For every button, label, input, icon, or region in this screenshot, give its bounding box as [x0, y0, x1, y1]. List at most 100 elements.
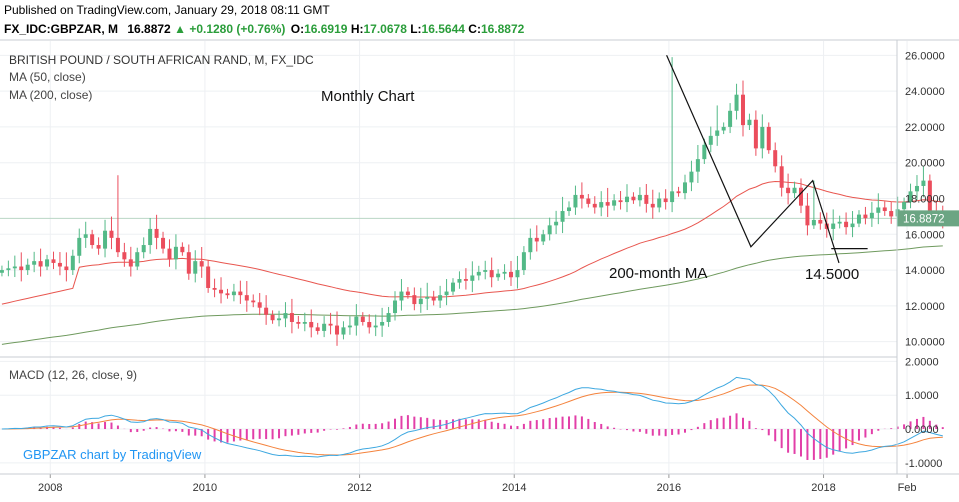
grid-lines — [0, 41, 908, 473]
candle-body — [109, 230, 114, 238]
candle-body — [631, 196, 636, 201]
candle-body — [38, 261, 43, 267]
candle-body — [322, 323, 327, 331]
axes: 26.0000 24.0000 22.0000 20.0000 18.0000 16.00… — [38, 50, 945, 494]
legend-ma200[interactable]: MA (200, close) — [9, 88, 92, 102]
candle-body — [315, 327, 320, 331]
candle-body — [676, 191, 681, 194]
ma200-line — [1, 245, 943, 345]
candle-body — [122, 252, 127, 260]
time-tick-label: 2008 — [38, 482, 62, 494]
close-label: C: — [468, 22, 481, 36]
price-tick-label: 14.0000 — [905, 265, 945, 277]
candle-body — [573, 194, 578, 208]
pattern-trendline — [666, 55, 840, 264]
candle-body — [560, 211, 565, 222]
candle-body — [476, 271, 481, 276]
published-line: Published on TradingView.com, January 29… — [4, 3, 330, 17]
macd-pane — [1, 376, 944, 460]
price-tick-label: 22.0000 — [905, 122, 945, 134]
candle-body — [154, 228, 159, 238]
candle-body — [219, 289, 224, 294]
candle-body — [354, 316, 359, 326]
time-tick-label: 2012 — [347, 482, 371, 494]
candle-body — [231, 291, 236, 296]
price-tick-label: 16.0000 — [905, 229, 945, 241]
candle-body — [715, 130, 720, 136]
candle-body — [483, 270, 488, 272]
candle-body — [747, 119, 752, 126]
candle-body — [328, 323, 333, 326]
candle-body — [341, 327, 346, 335]
macd-line — [1, 376, 943, 458]
macd-tick-label: 1.0000 — [905, 390, 939, 402]
macd-tick-label: -1.0000 — [905, 458, 942, 470]
candle-body — [393, 300, 398, 314]
candle-body — [186, 252, 191, 274]
candle-body — [528, 237, 533, 253]
candle-body — [863, 214, 868, 219]
change-arrow-icon: ▲ — [174, 22, 186, 36]
candle-body — [425, 296, 430, 299]
candle-body — [77, 237, 82, 256]
candle-body — [373, 325, 378, 328]
candle-body — [103, 230, 108, 249]
high-value: 17.0678 — [363, 22, 407, 36]
open-label: O: — [290, 22, 305, 36]
candle-body — [554, 221, 559, 226]
candle-body — [296, 321, 301, 324]
macd-signal-line — [1, 384, 943, 456]
candle-body — [167, 248, 172, 260]
candle-body — [773, 150, 778, 167]
candle-body — [302, 321, 307, 324]
candle-body — [624, 196, 629, 203]
candle-body — [670, 191, 675, 203]
candle-body — [657, 198, 662, 208]
candle-body — [682, 182, 687, 194]
candle-body — [844, 221, 849, 228]
candle-body — [902, 202, 907, 210]
candle-body — [605, 202, 610, 206]
candle-body — [148, 228, 153, 246]
price-tick-label: 10.0000 — [905, 337, 945, 349]
candle-body — [309, 321, 314, 328]
candle-body — [180, 246, 185, 253]
candle-body — [792, 187, 797, 194]
candle-body — [463, 279, 468, 281]
candle-body — [19, 266, 24, 271]
candle-body — [637, 194, 642, 201]
candle-body — [856, 214, 861, 224]
candle-body — [914, 185, 919, 192]
candle-body — [173, 246, 178, 260]
chart-title: BRITISH POUND / SOUTH AFRICAN RAND, M, F… — [9, 53, 314, 67]
candle-body — [225, 293, 230, 296]
candle-body — [83, 234, 88, 238]
candle-body — [586, 198, 591, 204]
time-tick-label: 2014 — [502, 482, 526, 494]
low-value: 16.5644 — [421, 22, 465, 36]
candle-body — [6, 268, 11, 271]
candle-body — [451, 282, 456, 292]
candle-body — [921, 180, 926, 186]
symbol-name: FX_IDC:GBPZAR, M — [4, 22, 118, 36]
candle-body — [367, 321, 372, 328]
price-tick-label: 18.0000 — [905, 194, 945, 206]
time-tick-label: 2010 — [193, 482, 217, 494]
candle-body — [689, 171, 694, 183]
candle-body — [283, 313, 288, 319]
candle-body — [64, 266, 69, 271]
candle-body — [786, 187, 791, 194]
candle-body — [599, 202, 604, 208]
candle-body — [431, 296, 436, 301]
macd-legend[interactable]: MACD (12, 26, close, 9) — [9, 368, 137, 382]
candle-body — [135, 252, 140, 267]
candle-body — [811, 219, 816, 226]
candle-body — [90, 234, 95, 246]
time-tick-label: Feb — [898, 482, 917, 494]
candle-body — [161, 237, 166, 249]
legend-ma50[interactable]: MA (50, close) — [9, 70, 86, 84]
candle-body — [489, 270, 494, 278]
candle-body — [760, 126, 765, 149]
candle-body — [193, 261, 198, 274]
candle-body — [32, 261, 37, 265]
